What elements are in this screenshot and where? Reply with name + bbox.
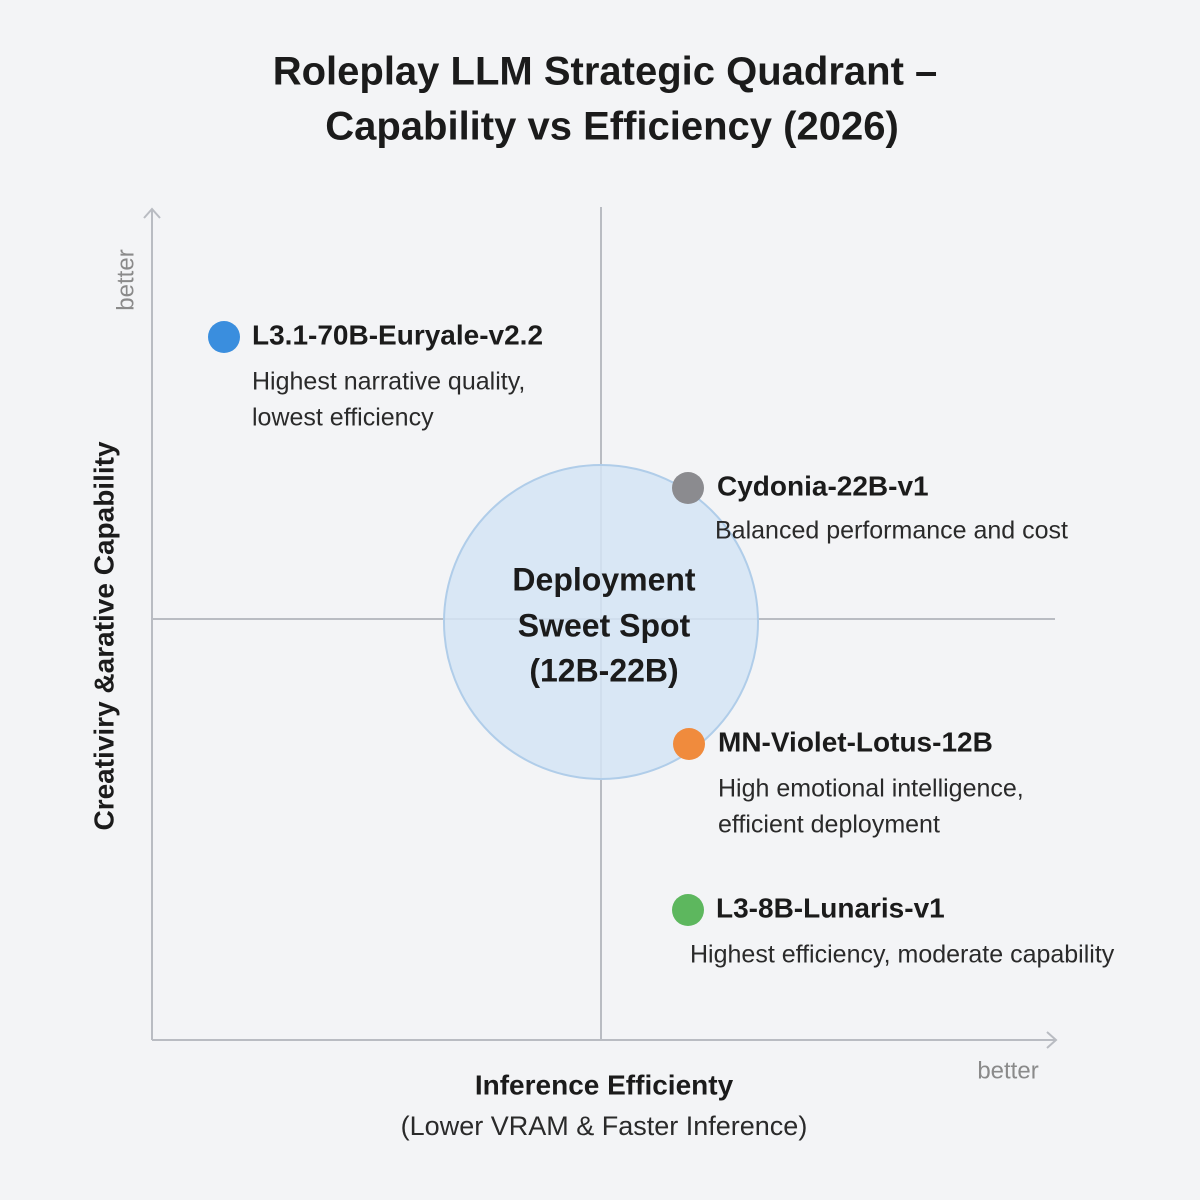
x-axis-sublabel: (Lower VRAM & Faster Inference) bbox=[401, 1111, 808, 1141]
arrow-head bbox=[143, 207, 161, 219]
node-dot bbox=[672, 894, 704, 926]
center-label: (12B-22B) bbox=[529, 652, 678, 688]
title: Capability vs Efficiency (2026) bbox=[325, 105, 899, 149]
center-label: Sweet Spot bbox=[518, 607, 691, 643]
arrow-head bbox=[1046, 1031, 1058, 1049]
node-name: L3.1-70B-Euryale-v2.2 bbox=[252, 319, 543, 350]
node-dot bbox=[673, 728, 705, 760]
node-dot bbox=[672, 472, 704, 504]
node-name: L3-8B-Lunaris-v1 bbox=[716, 892, 945, 923]
y-axis-label: Creativiry &arative Capability bbox=[88, 441, 119, 830]
node-description: High emotional intelligence, bbox=[718, 775, 1024, 803]
node-description: efficient deployment bbox=[718, 811, 940, 839]
y-axis-end-label: better bbox=[112, 249, 139, 310]
node-dot bbox=[208, 321, 240, 353]
node-name: Cydonia-22B-v1 bbox=[717, 470, 929, 501]
axes bbox=[143, 207, 1058, 1049]
x-axis-label: Inference Efficienty bbox=[475, 1069, 734, 1100]
x-axis-end-label: better bbox=[977, 1057, 1038, 1084]
center-label: Deployment bbox=[512, 561, 695, 597]
node-description: lowest efficiency bbox=[252, 404, 434, 432]
sweet-spot-circle bbox=[443, 464, 759, 780]
node-description: Highest efficiency, moderate capability bbox=[690, 941, 1115, 969]
node-name: MN-Violet-Lotus-12B bbox=[718, 726, 993, 757]
node-description: Balanced performance and cost bbox=[715, 517, 1068, 545]
node-description: Highest narrative quality, bbox=[252, 368, 525, 396]
title: Roleplay LLM Strategic Quadrant – bbox=[273, 50, 938, 94]
